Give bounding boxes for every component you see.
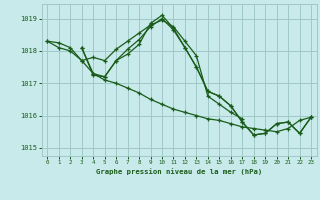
X-axis label: Graphe pression niveau de la mer (hPa): Graphe pression niveau de la mer (hPa) [96,168,262,175]
